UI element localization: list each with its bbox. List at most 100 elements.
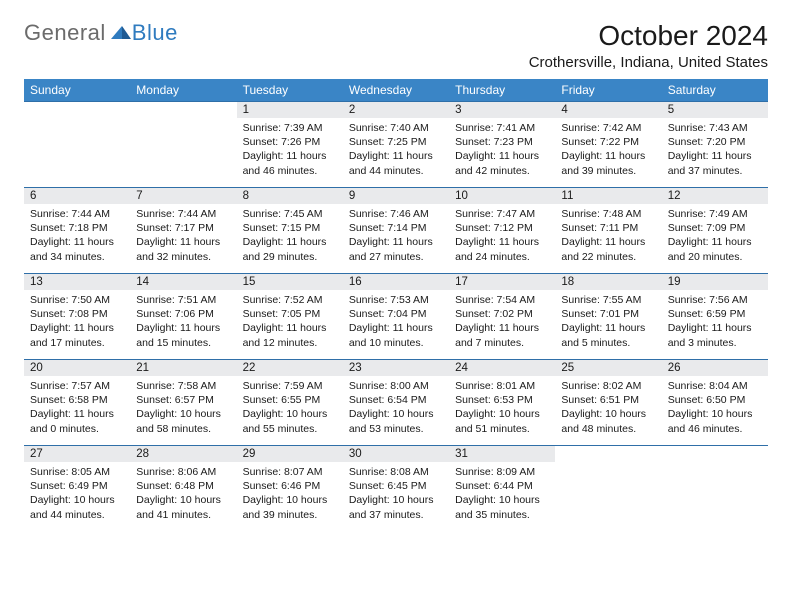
day-data: Sunrise: 7:58 AMSunset: 6:57 PMDaylight:… [130,376,236,440]
calendar-day-cell: 4Sunrise: 7:42 AMSunset: 7:22 PMDaylight… [555,102,661,188]
day-number: 14 [130,274,236,290]
day-data: Sunrise: 8:05 AMSunset: 6:49 PMDaylight:… [24,462,130,526]
day-data: Sunrise: 7:47 AMSunset: 7:12 PMDaylight:… [449,204,555,268]
daylight-text: Daylight: 11 hours and 24 minutes. [455,235,549,263]
day-data: Sunrise: 7:39 AMSunset: 7:26 PMDaylight:… [237,118,343,182]
title-block: October 2024 Crothersville, Indiana, Uni… [529,20,768,71]
day-number: 31 [449,446,555,462]
day-data: Sunrise: 8:08 AMSunset: 6:45 PMDaylight:… [343,462,449,526]
calendar-day-cell: 26Sunrise: 8:04 AMSunset: 6:50 PMDayligh… [662,360,768,446]
day-number: 9 [343,188,449,204]
daylight-text: Daylight: 11 hours and 20 minutes. [668,235,762,263]
day-number: 25 [555,360,661,376]
daylight-text: Daylight: 11 hours and 22 minutes. [561,235,655,263]
sunrise-text: Sunrise: 8:02 AM [561,379,655,393]
day-data: Sunrise: 7:44 AMSunset: 7:17 PMDaylight:… [130,204,236,268]
day-data: Sunrise: 7:48 AMSunset: 7:11 PMDaylight:… [555,204,661,268]
calendar-day-cell: 20Sunrise: 7:57 AMSunset: 6:58 PMDayligh… [24,360,130,446]
day-number: 30 [343,446,449,462]
daylight-text: Daylight: 11 hours and 7 minutes. [455,321,549,349]
day-number: 29 [237,446,343,462]
sunrise-text: Sunrise: 7:48 AM [561,207,655,221]
sunset-text: Sunset: 7:20 PM [668,135,762,149]
day-data: Sunrise: 7:56 AMSunset: 6:59 PMDaylight:… [662,290,768,354]
sunset-text: Sunset: 6:50 PM [668,393,762,407]
daylight-text: Daylight: 11 hours and 10 minutes. [349,321,443,349]
sunrise-text: Sunrise: 7:40 AM [349,121,443,135]
sunrise-text: Sunrise: 7:42 AM [561,121,655,135]
calendar-day-cell: .. [130,102,236,188]
sunset-text: Sunset: 7:02 PM [455,307,549,321]
daylight-text: Daylight: 11 hours and 15 minutes. [136,321,230,349]
daylight-text: Daylight: 10 hours and 37 minutes. [349,493,443,521]
sunrise-text: Sunrise: 8:04 AM [668,379,762,393]
sunset-text: Sunset: 7:25 PM [349,135,443,149]
sunrise-text: Sunrise: 8:00 AM [349,379,443,393]
day-number: 27 [24,446,130,462]
calendar-day-cell: 15Sunrise: 7:52 AMSunset: 7:05 PMDayligh… [237,274,343,360]
sunrise-text: Sunrise: 8:08 AM [349,465,443,479]
sunrise-text: Sunrise: 7:45 AM [243,207,337,221]
sunrise-text: Sunrise: 7:44 AM [30,207,124,221]
sunset-text: Sunset: 7:18 PM [30,221,124,235]
calendar-day-cell: 29Sunrise: 8:07 AMSunset: 6:46 PMDayligh… [237,446,343,532]
day-data: Sunrise: 7:46 AMSunset: 7:14 PMDaylight:… [343,204,449,268]
calendar-day-cell: 27Sunrise: 8:05 AMSunset: 6:49 PMDayligh… [24,446,130,532]
day-data: Sunrise: 7:45 AMSunset: 7:15 PMDaylight:… [237,204,343,268]
daylight-text: Daylight: 10 hours and 46 minutes. [668,407,762,435]
sunset-text: Sunset: 6:45 PM [349,479,443,493]
sunset-text: Sunset: 6:57 PM [136,393,230,407]
location-text: Crothersville, Indiana, United States [529,54,768,71]
sunrise-text: Sunrise: 7:52 AM [243,293,337,307]
day-data: Sunrise: 7:59 AMSunset: 6:55 PMDaylight:… [237,376,343,440]
calendar-day-cell: 6Sunrise: 7:44 AMSunset: 7:18 PMDaylight… [24,188,130,274]
day-data: Sunrise: 7:55 AMSunset: 7:01 PMDaylight:… [555,290,661,354]
day-data: Sunrise: 7:41 AMSunset: 7:23 PMDaylight:… [449,118,555,182]
day-data: Sunrise: 8:06 AMSunset: 6:48 PMDaylight:… [130,462,236,526]
sunrise-text: Sunrise: 7:55 AM [561,293,655,307]
day-header: Thursday [449,79,555,102]
calendar-day-cell: 28Sunrise: 8:06 AMSunset: 6:48 PMDayligh… [130,446,236,532]
sunset-text: Sunset: 7:08 PM [30,307,124,321]
daylight-text: Daylight: 11 hours and 42 minutes. [455,149,549,177]
day-number: 28 [130,446,236,462]
sunset-text: Sunset: 7:12 PM [455,221,549,235]
day-header: Wednesday [343,79,449,102]
month-title: October 2024 [529,20,768,52]
day-number: 5 [662,102,768,118]
daylight-text: Daylight: 10 hours and 48 minutes. [561,407,655,435]
sunset-text: Sunset: 6:51 PM [561,393,655,407]
daylight-text: Daylight: 11 hours and 27 minutes. [349,235,443,263]
sunrise-text: Sunrise: 7:46 AM [349,207,443,221]
day-data: Sunrise: 8:01 AMSunset: 6:53 PMDaylight:… [449,376,555,440]
logo-text-general: General [24,20,106,46]
daylight-text: Daylight: 10 hours and 51 minutes. [455,407,549,435]
day-number: 20 [24,360,130,376]
day-data: Sunrise: 7:43 AMSunset: 7:20 PMDaylight:… [662,118,768,182]
calendar-week-row: 20Sunrise: 7:57 AMSunset: 6:58 PMDayligh… [24,360,768,446]
sunset-text: Sunset: 7:22 PM [561,135,655,149]
day-number: 22 [237,360,343,376]
day-number: 12 [662,188,768,204]
day-data: Sunrise: 8:00 AMSunset: 6:54 PMDaylight:… [343,376,449,440]
sunset-text: Sunset: 6:48 PM [136,479,230,493]
day-data: Sunrise: 7:49 AMSunset: 7:09 PMDaylight:… [662,204,768,268]
calendar-day-cell: 21Sunrise: 7:58 AMSunset: 6:57 PMDayligh… [130,360,236,446]
calendar-day-cell: 12Sunrise: 7:49 AMSunset: 7:09 PMDayligh… [662,188,768,274]
sunrise-text: Sunrise: 7:53 AM [349,293,443,307]
daylight-text: Daylight: 11 hours and 0 minutes. [30,407,124,435]
day-number: 15 [237,274,343,290]
sunset-text: Sunset: 6:49 PM [30,479,124,493]
sunset-text: Sunset: 7:11 PM [561,221,655,235]
sunrise-text: Sunrise: 7:50 AM [30,293,124,307]
sunrise-text: Sunrise: 8:06 AM [136,465,230,479]
daylight-text: Daylight: 11 hours and 12 minutes. [243,321,337,349]
day-header: Saturday [662,79,768,102]
day-number: 4 [555,102,661,118]
daylight-text: Daylight: 11 hours and 17 minutes. [30,321,124,349]
sunrise-text: Sunrise: 8:05 AM [30,465,124,479]
day-data: Sunrise: 8:02 AMSunset: 6:51 PMDaylight:… [555,376,661,440]
sunset-text: Sunset: 7:23 PM [455,135,549,149]
sunset-text: Sunset: 6:46 PM [243,479,337,493]
daylight-text: Daylight: 11 hours and 32 minutes. [136,235,230,263]
